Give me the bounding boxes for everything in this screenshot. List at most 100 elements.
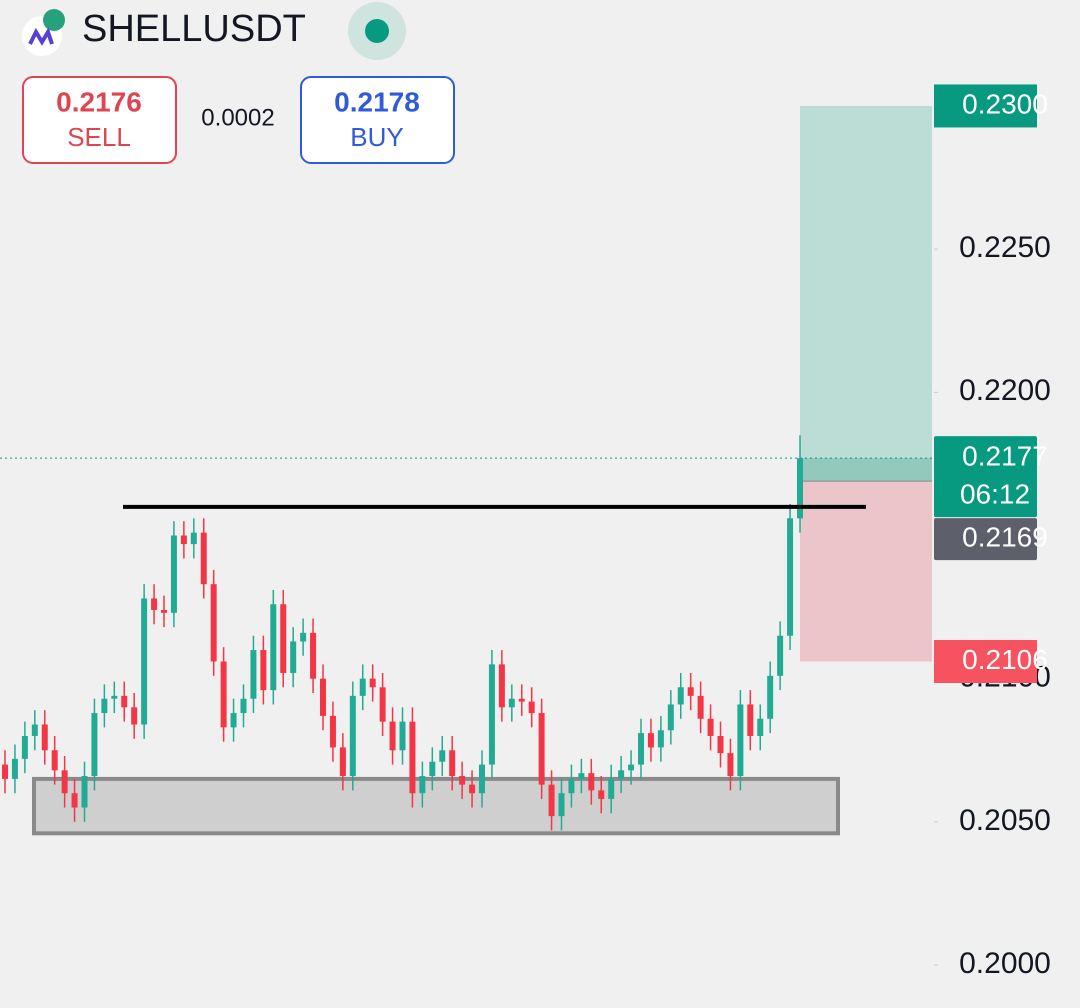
support-zone [32,776,840,836]
y-tick-label: 0.2050 [959,804,1051,837]
candle-body [131,707,138,725]
candle-body [568,778,575,794]
candle-body [270,604,277,691]
candle-body [459,776,466,785]
candle-body [469,784,476,794]
countdown: 06:12 [960,479,1030,510]
candle-body [687,687,694,696]
candle-body [399,721,406,751]
candle-body [409,721,416,794]
candle-body [657,730,664,748]
candle-body [479,764,485,794]
buy-box[interactable] [300,76,455,164]
candle-body [727,753,734,777]
candle-body [757,718,764,736]
candle-body [558,793,565,817]
sell-label: SELL [67,122,131,152]
candle-body [21,735,28,759]
candle-body [61,770,68,794]
candle-body [359,678,366,696]
candle-body [290,641,297,673]
candle-body [518,698,525,702]
candle-body [508,698,515,708]
entry-label: 0.2169 [962,521,1048,552]
candle-body [598,790,605,799]
candle-body [51,750,58,771]
candle-body [349,695,356,777]
candle-body [91,713,98,777]
candle-body [180,535,187,545]
candle-body [717,735,724,754]
candle-body [151,598,158,610]
candle-body [200,532,207,585]
last-price-tag [934,436,1037,518]
candle-body [230,713,237,728]
take-profit-tag [934,84,1037,128]
candle-body [608,778,615,799]
candle-body [320,678,326,716]
profit-filled [800,458,932,482]
y-tick-label: 0.2200 [959,374,1051,407]
candle-body [419,776,426,794]
buy-price: 0.2178 [334,86,420,117]
candle-body [429,761,436,777]
candle-body [240,698,247,714]
sell-button[interactable]: 0.2176 SELL [22,76,177,164]
buy-button[interactable]: 0.2178 BUY [300,76,455,164]
candle-body [797,458,803,519]
candle-body [449,750,456,777]
candle-body [141,598,148,725]
candle-body [677,687,684,705]
candle-body [329,715,336,748]
entry-tag [934,518,1037,561]
candle-body [528,701,535,714]
candle-body [767,675,774,719]
candle-body [548,784,555,817]
profit-zone [800,105,932,482]
candle-body [220,661,227,728]
candle-body [31,724,38,736]
buy-label: BUY [350,122,403,152]
candle-body [2,764,8,779]
last-price-label: 0.2177 [962,441,1048,472]
symbol: SHELLUSDT [82,8,306,50]
candle-body [588,773,595,791]
candle-body [250,650,257,699]
candle-body [578,773,585,779]
candle-body [498,664,505,708]
candle-body [121,695,128,708]
candle-body [538,713,545,785]
candle-body [210,584,217,662]
plot: 0.22500.22000.21000.20500.20000.21060.23… [0,84,1051,980]
candle-body [300,632,307,642]
y-tick-label: 0.2250 [959,231,1051,264]
candle-body [737,704,744,777]
candle-body [667,704,674,731]
candle-body [41,724,48,751]
candle-body [101,698,108,714]
spread: 0.0002 [201,104,274,131]
symbol-icon-mark [28,27,54,46]
candle-body [11,758,18,779]
candle-body [81,776,88,808]
candle-body [170,535,177,613]
sell-box[interactable] [22,76,177,164]
loss-zone [800,481,932,662]
candle-body [697,695,704,719]
symbol-icon-badge [43,9,65,31]
candle-body [310,632,317,679]
candle-body [111,695,118,699]
y-tick-label: 0.2000 [959,947,1051,980]
market-status-dot [365,19,389,43]
sell-price: 0.2176 [56,86,142,117]
candle-body [707,718,714,736]
stop-loss-tag [934,640,1037,683]
stop-loss-label: 0.2106 [962,644,1048,675]
candle-body [638,733,644,765]
take-profit-label: 0.2300 [962,88,1048,119]
candle-body [389,721,396,751]
candle-body [647,733,654,748]
candle-body [260,650,267,691]
